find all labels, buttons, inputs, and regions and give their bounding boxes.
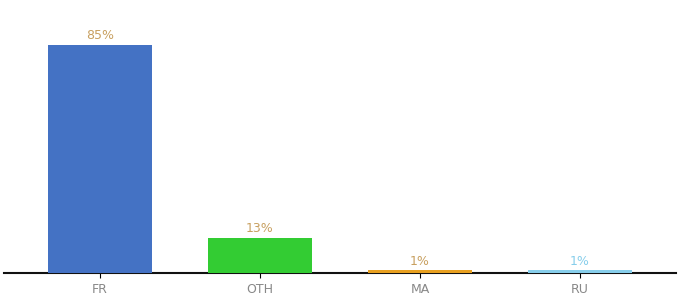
Text: 1%: 1%	[410, 255, 430, 268]
Bar	[368, 270, 472, 273]
Bar	[208, 238, 312, 273]
Text: 85%: 85%	[86, 29, 114, 42]
Text: 1%: 1%	[570, 255, 590, 268]
Bar	[48, 44, 152, 273]
Text: 13%: 13%	[246, 223, 274, 236]
Bar	[528, 270, 632, 273]
